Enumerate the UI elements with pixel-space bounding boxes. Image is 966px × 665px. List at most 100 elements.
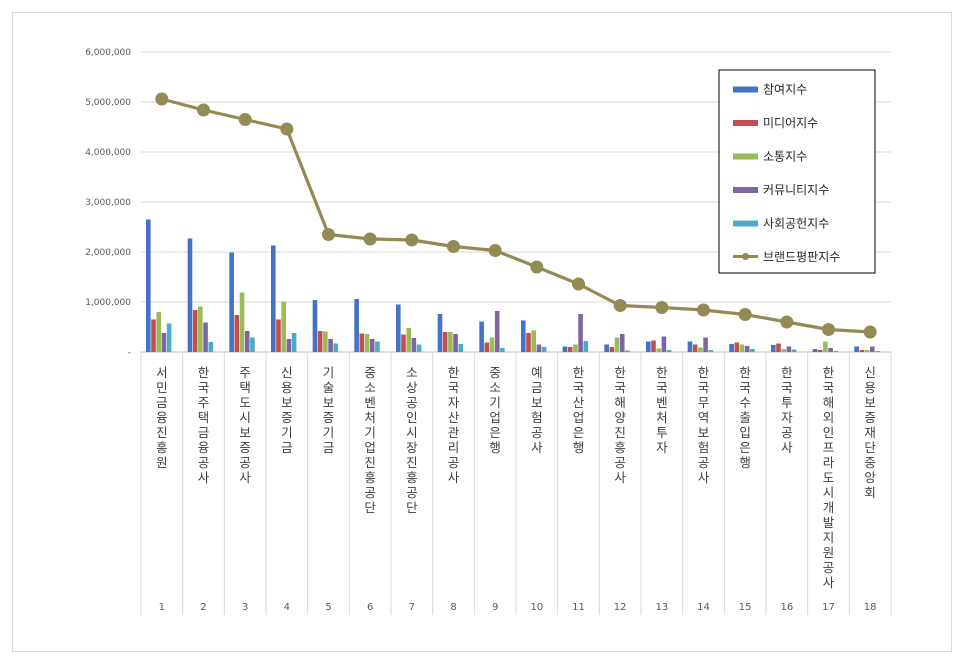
category-index: 1 <box>159 602 165 613</box>
bar <box>234 315 240 352</box>
bar <box>271 245 276 352</box>
bar <box>771 345 776 352</box>
y-tick-label: 3,000,000 <box>85 198 131 208</box>
bar <box>562 346 568 352</box>
bar <box>619 334 625 352</box>
bar <box>156 312 161 352</box>
chart-svg: - 1,000,000 2,000,000 3,000,000 4,000,000 5,0… <box>85 48 892 615</box>
bar <box>750 349 755 352</box>
bar <box>354 299 359 352</box>
category-index: 10 <box>530 602 543 613</box>
category-index: 15 <box>739 602 752 613</box>
bar <box>812 349 818 352</box>
bar <box>604 344 609 352</box>
bar <box>229 252 234 352</box>
line-marker <box>655 301 669 314</box>
bar <box>708 350 714 352</box>
bar <box>161 333 167 352</box>
bar <box>609 347 615 352</box>
bar <box>208 342 214 352</box>
line-marker <box>780 315 794 329</box>
bar <box>187 238 193 352</box>
bar <box>484 342 490 352</box>
bar <box>369 339 375 352</box>
category-index: 12 <box>614 602 627 613</box>
bar <box>776 343 781 352</box>
legend-label: 참여지수 <box>763 83 807 97</box>
bar <box>583 341 589 352</box>
bar <box>203 322 208 352</box>
bar <box>239 292 245 352</box>
bar <box>526 333 531 352</box>
line-marker <box>363 232 377 246</box>
legend-swatch <box>733 120 758 126</box>
bar <box>833 351 839 352</box>
bar <box>531 330 536 352</box>
category-index: 14 <box>697 602 710 613</box>
bar <box>291 333 297 352</box>
line-marker <box>238 113 252 126</box>
bar <box>692 344 698 352</box>
legend-swatch <box>733 86 758 93</box>
bar <box>494 311 500 352</box>
bar <box>651 340 656 352</box>
bar <box>151 319 156 352</box>
bar <box>791 349 797 352</box>
bar <box>448 332 453 352</box>
bar <box>646 341 651 352</box>
category-index: 17 <box>822 602 835 613</box>
bar <box>281 301 286 352</box>
bar <box>656 348 661 352</box>
bar <box>317 331 323 352</box>
line-marker <box>530 260 544 274</box>
bar <box>739 344 745 352</box>
bar <box>458 344 464 352</box>
bar <box>536 344 542 352</box>
y-tick-label: 1,000,000 <box>85 298 131 308</box>
category-index: 8 <box>450 602 456 613</box>
bar <box>698 347 703 352</box>
bar <box>734 342 740 352</box>
bar <box>687 341 693 352</box>
bar <box>541 347 547 352</box>
legend-label: 커뮤니티지수 <box>763 183 829 197</box>
category-index: 13 <box>655 602 668 613</box>
bar <box>192 310 198 352</box>
y-tick-label: 5,000,000 <box>85 98 131 108</box>
bar <box>479 321 484 352</box>
line-marker <box>738 308 752 321</box>
category-index: 11 <box>572 602 585 613</box>
bar <box>328 339 333 352</box>
bar <box>828 348 833 352</box>
category-index: 3 <box>242 602 248 613</box>
bar <box>859 350 865 352</box>
line-marker <box>447 240 460 253</box>
line-marker <box>322 228 335 241</box>
bar <box>312 300 318 352</box>
bar <box>244 331 250 352</box>
bar <box>442 332 448 352</box>
bar <box>198 306 203 352</box>
bar <box>703 337 708 352</box>
chart-frame: - 1,000,000 2,000,000 3,000,000 4,000,000 5,0… <box>12 12 952 652</box>
legend-label: 소통지수 <box>763 150 807 164</box>
legend-swatch <box>733 220 758 227</box>
bar <box>869 346 875 352</box>
category-index: 16 <box>780 602 793 613</box>
bar <box>276 319 281 352</box>
legend-label: 브랜드평판지수 <box>763 250 840 264</box>
category-index: 18 <box>864 602 877 613</box>
line-marker <box>197 103 210 117</box>
bar <box>406 328 411 352</box>
series-line <box>161 97 871 334</box>
